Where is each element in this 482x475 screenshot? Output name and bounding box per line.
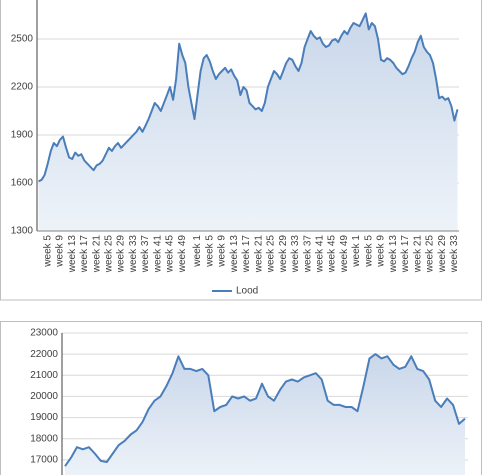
x-tick-label: week 45 xyxy=(327,235,338,274)
area xyxy=(38,13,458,232)
x-tick-label: week 5 xyxy=(363,235,374,268)
x-tick-label: week 37 xyxy=(140,235,151,274)
y-tick-label: 21000 xyxy=(30,370,58,381)
x-tick-label: week 21 xyxy=(91,235,102,274)
y-tick-label: 17000 xyxy=(30,454,58,465)
x-tick-label: week 49 xyxy=(339,235,350,274)
x-tick-label: week 25 xyxy=(425,235,436,274)
y-tick-label: 22000 xyxy=(30,349,58,360)
y-tick-label: 1300 xyxy=(11,226,34,237)
x-tick-label: week 17 xyxy=(79,235,90,274)
x-tick-label: week 9 xyxy=(55,235,66,268)
area xyxy=(65,354,465,475)
x-tick-label: week 13 xyxy=(388,235,399,274)
y-tick-label: 23000 xyxy=(30,328,58,339)
x-tick-label: week 1 xyxy=(351,235,362,268)
x-tick-label: week 37 xyxy=(302,235,313,274)
x-tick-label: week 5 xyxy=(42,235,53,268)
x-tick-label: week 49 xyxy=(177,235,188,274)
x-tick-label: week 33 xyxy=(128,235,139,274)
legend-label: Lood xyxy=(236,286,258,297)
x-tick-label: week 33 xyxy=(290,235,301,274)
x-tick-label: week 13 xyxy=(67,235,78,274)
y-tick-label: 19000 xyxy=(30,412,58,423)
line xyxy=(38,12,459,183)
x-tick-label: week 17 xyxy=(241,235,252,274)
x-tick-label: week 21 xyxy=(253,235,264,274)
x-tick-label: week 5 xyxy=(204,235,215,268)
x-tick-label: week 29 xyxy=(116,235,127,274)
x-tick-label: week 21 xyxy=(412,235,423,274)
x-tick-label: week 45 xyxy=(165,235,176,274)
y-tick-label: 2500 xyxy=(11,34,34,45)
x-tick-label: week 9 xyxy=(217,235,228,268)
x-tick-label: week 25 xyxy=(266,235,277,274)
x-tick-label: week 25 xyxy=(104,235,115,274)
x-tick-label: week 13 xyxy=(229,235,240,274)
x-tick-label: week 29 xyxy=(278,235,289,274)
y-tick-label: 1900 xyxy=(11,130,34,141)
x-tick-label: week 17 xyxy=(400,235,411,274)
x-tick-label: week 33 xyxy=(449,235,460,274)
y-tick-label: 18000 xyxy=(30,433,58,444)
x-tick-label: week 9 xyxy=(376,235,387,268)
line xyxy=(64,353,466,467)
y-tick-label: 1600 xyxy=(11,178,34,189)
x-tick-label: week 29 xyxy=(437,235,448,274)
y-tick-label: 2200 xyxy=(11,82,34,93)
y-tick-label: 20000 xyxy=(30,391,58,402)
x-tick-label: week 41 xyxy=(152,235,163,274)
x-tick-label: week 41 xyxy=(315,235,326,274)
x-tick-label: week 1 xyxy=(192,235,203,268)
